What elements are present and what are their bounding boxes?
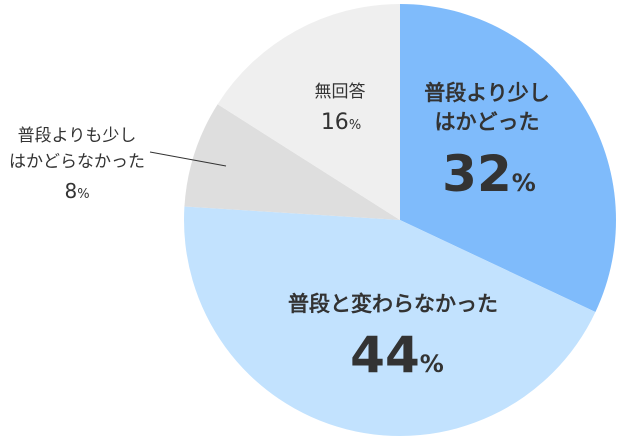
slice-label-2-line-0: 普段よりも少し (18, 126, 137, 146)
slice-label-3-line-0: 無回答 (315, 82, 366, 102)
pie-slices (184, 4, 616, 436)
leader-line-slice-3 (149, 151, 227, 167)
pie-slice-2 (184, 104, 400, 220)
slice-value-2-unit: % (77, 187, 89, 202)
pie-slice-0 (400, 4, 616, 312)
slice-value-0-number: 32 (442, 145, 512, 203)
slice-value-3-unit: % (349, 118, 361, 133)
pie-slice-1 (184, 206, 596, 436)
slice-label-0-line-0: 普段より少し (424, 81, 550, 105)
slice-value-1-number: 44 (350, 326, 420, 384)
slice-value-2: 8% (64, 179, 89, 203)
slice-label-0-line-1: はかどった (435, 110, 540, 134)
slice-value-3-number: 16 (321, 110, 349, 135)
pie-slice-3 (217, 4, 400, 220)
slice-label-2-line-1: はかどらなかった (9, 152, 145, 172)
slice-value-2-number: 8 (64, 179, 77, 203)
slice-value-3: 16% (321, 110, 361, 135)
slice-value-0-unit: % (512, 169, 536, 197)
slice-label-1-line-0: 普段と変わらなかった (288, 292, 498, 316)
slice-value-1-unit: % (420, 350, 444, 378)
slice-value-1: 44% (350, 326, 444, 384)
slice-value-0: 32% (442, 145, 536, 203)
